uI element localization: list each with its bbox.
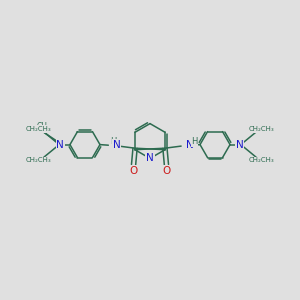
Text: N: N [56,140,64,150]
Text: H: H [191,137,198,146]
Text: N: N [186,140,194,150]
Text: CH₂CH₃: CH₂CH₃ [26,157,51,163]
Text: N: N [146,153,154,164]
Text: N: N [112,140,120,150]
Text: CH₂CH₃: CH₂CH₃ [26,126,51,132]
Text: O: O [162,166,171,176]
Text: CH₂CH₃: CH₂CH₃ [249,157,274,163]
Text: H: H [110,137,116,146]
Text: CH₂: CH₂ [36,122,50,131]
Text: CH₂CH₃: CH₂CH₃ [249,126,274,132]
Text: O: O [129,166,138,176]
Text: N: N [236,140,244,150]
